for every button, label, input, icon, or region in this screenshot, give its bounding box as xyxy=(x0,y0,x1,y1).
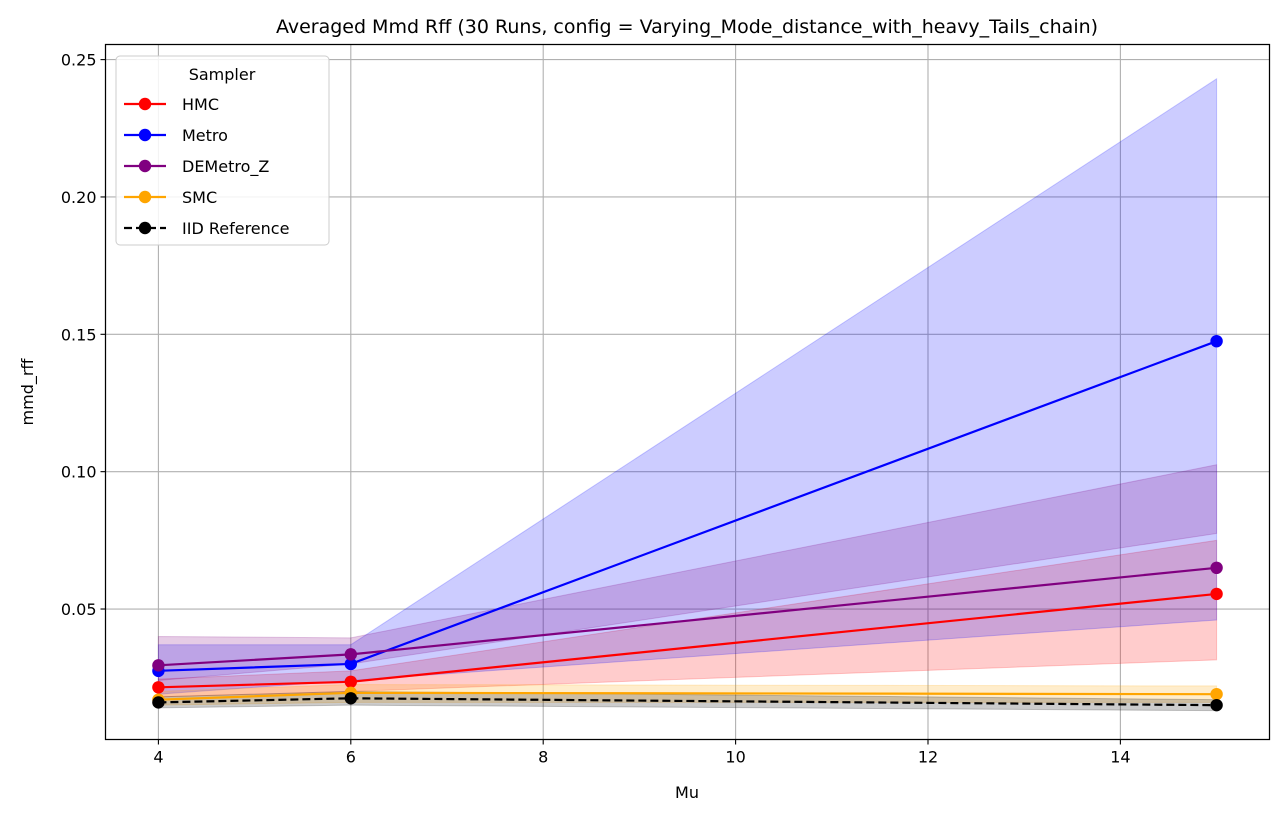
legend-label-demetro-z: DEMetro_Z xyxy=(182,157,269,177)
legend-marker-metro xyxy=(138,128,152,142)
x-tick-label: 6 xyxy=(346,748,356,767)
chart-title: Averaged Mmd Rff (30 Runs, config = Vary… xyxy=(276,16,1098,38)
point-demetro-z xyxy=(344,648,358,661)
x-tick-label: 12 xyxy=(918,748,938,767)
point-demetro-z xyxy=(1210,561,1223,575)
plot-frame xyxy=(104,43,1271,741)
x-tick-label: 8 xyxy=(538,748,548,767)
point-iid-reference xyxy=(1210,698,1223,712)
x-tick-label: 14 xyxy=(1110,748,1130,767)
legend-label-smc: SMC xyxy=(182,188,217,207)
band-demetro-z xyxy=(157,464,1218,681)
y-tick-label: 0.20 xyxy=(61,188,97,207)
point-metro xyxy=(1210,334,1223,348)
legend-marker-iid-reference xyxy=(138,221,152,235)
legend: Sampler HMC Metro DEMetro_Z SMC IID Referenc… xyxy=(115,55,330,246)
legend-title: Sampler xyxy=(189,65,256,84)
y-tick-label: 0.15 xyxy=(61,325,97,344)
legend-items: HMC Metro DEMetro_Z SMC IID Reference xyxy=(124,95,289,238)
point-smc xyxy=(1210,687,1223,701)
x-tick-label: 10 xyxy=(725,748,745,767)
point-iid-reference xyxy=(344,692,358,705)
legend-box xyxy=(115,55,330,246)
point-demetro-z xyxy=(152,659,165,672)
point-hmc xyxy=(1210,587,1223,601)
point-metro xyxy=(344,657,358,671)
legend-label-metro: Metro xyxy=(182,126,228,145)
x-tick-label: 4 xyxy=(153,748,163,767)
series-points xyxy=(152,334,1223,712)
point-hmc xyxy=(344,675,358,689)
legend-marker-hmc xyxy=(138,97,152,111)
legend-marker-demetro-z xyxy=(138,159,152,173)
axis-ticks: 4 6 8 10 12 14 0.05 0.10 0.15 0.20 0.25 xyxy=(61,51,1131,767)
y-tick-label: 0.10 xyxy=(61,463,97,482)
point-iid-reference xyxy=(152,696,165,709)
x-axis-label: Mu xyxy=(675,783,699,802)
legend-label-iid-reference: IID Reference xyxy=(182,219,289,238)
y-tick-label: 0.05 xyxy=(61,600,97,619)
y-tick-label: 0.25 xyxy=(61,51,97,70)
y-axis-label: mmd_rff xyxy=(18,358,38,426)
legend-label-hmc: HMC xyxy=(182,95,219,114)
legend-marker-smc xyxy=(138,190,152,204)
point-hmc xyxy=(152,681,165,694)
